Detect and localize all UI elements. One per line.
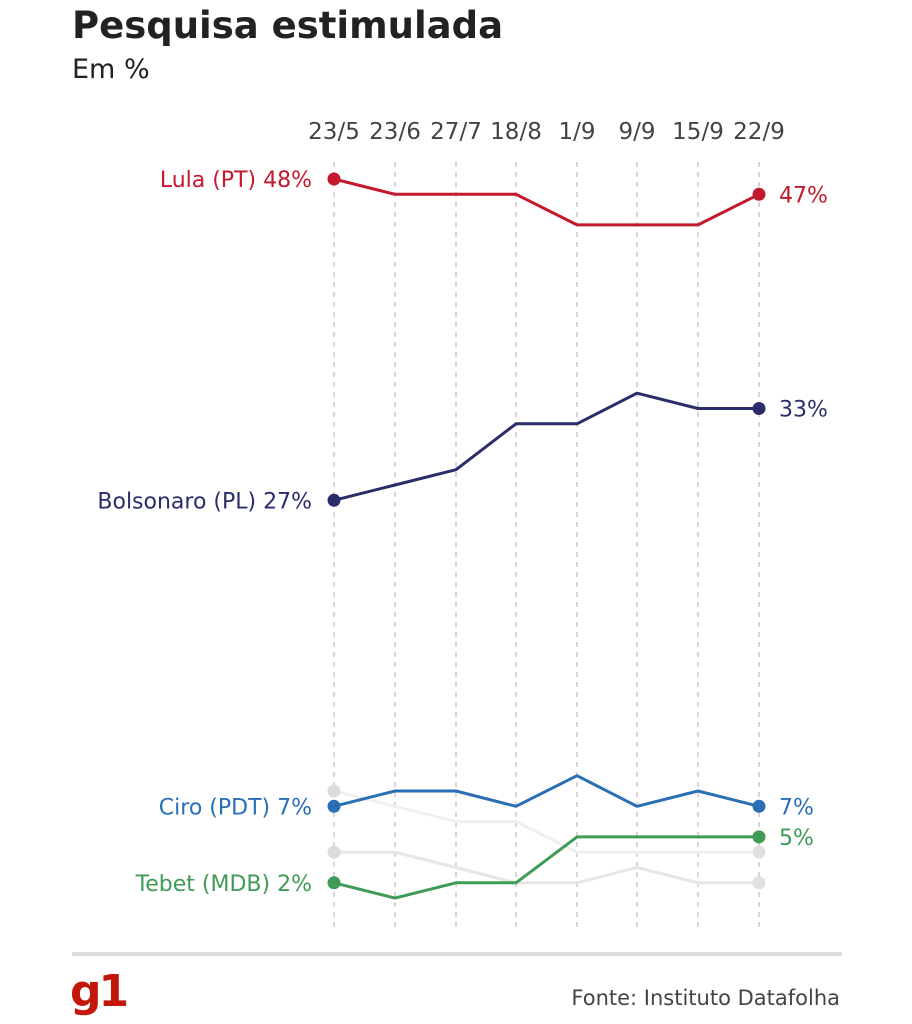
source-note: Fonte: Instituto Datafolha <box>571 986 840 1010</box>
series-line-5 <box>333 789 759 854</box>
series-end-label: 47% <box>779 183 828 208</box>
series-line-0 <box>333 177 760 227</box>
series-start-point-4 <box>327 845 341 859</box>
series-start-point-3 <box>327 876 341 890</box>
series-start-point-2 <box>327 799 341 813</box>
series-start-point-0 <box>327 172 341 186</box>
x-tick-label: 15/9 <box>672 119 724 145</box>
series-end-point-3 <box>752 830 766 844</box>
series-end-label: 33% <box>779 398 828 423</box>
x-tick-label: 9/9 <box>618 119 655 145</box>
series-start-point-1 <box>327 493 341 507</box>
x-tick-label: 1/9 <box>558 119 595 145</box>
series-end-label: 7% <box>779 795 814 820</box>
series-start-label: Lula (PT) 48% <box>160 168 312 193</box>
series-end-point-5 <box>752 845 766 859</box>
series-end-point-0 <box>752 187 766 201</box>
series-lines <box>333 177 760 900</box>
x-tick-label: 22/9 <box>733 119 785 145</box>
x-tick-label: 18/8 <box>490 119 542 145</box>
series-start-label: Bolsonaro (PL) 27% <box>97 489 312 514</box>
series-line-3 <box>333 835 759 900</box>
chart-title: Pesquisa estimulada <box>72 4 504 47</box>
series-end-label: 5% <box>779 826 814 851</box>
g1-logo: g1 <box>70 966 129 1017</box>
series-line-4 <box>334 850 759 885</box>
series-end-point-2 <box>752 799 766 813</box>
series-line-2 <box>333 774 760 808</box>
x-tick-label: 23/6 <box>369 119 421 145</box>
x-tick-label: 23/5 <box>308 119 360 145</box>
series-labels: Tebet (MDB) 2% 5% Ciro (PDT) 7% 7% Bolsonaro… <box>97 168 828 897</box>
series-start-label: Tebet (MDB) 2% <box>135 872 312 897</box>
series-start-label: Ciro (PDT) 7% <box>159 795 312 820</box>
x-tick-label: 27/7 <box>430 119 482 145</box>
series-end-point-1 <box>752 402 766 415</box>
series-points <box>327 172 766 890</box>
footer-divider <box>72 952 842 956</box>
series-line-1 <box>333 391 759 502</box>
chart-subtitle: Em % <box>72 54 150 85</box>
series-start-point-5 <box>327 784 341 798</box>
grid-lines <box>333 162 760 930</box>
series-end-point-4 <box>752 876 766 890</box>
x-tick-labels: 23/5 23/6 27/7 18/8 1/9 9/9 15/9 22/9 <box>308 119 785 145</box>
